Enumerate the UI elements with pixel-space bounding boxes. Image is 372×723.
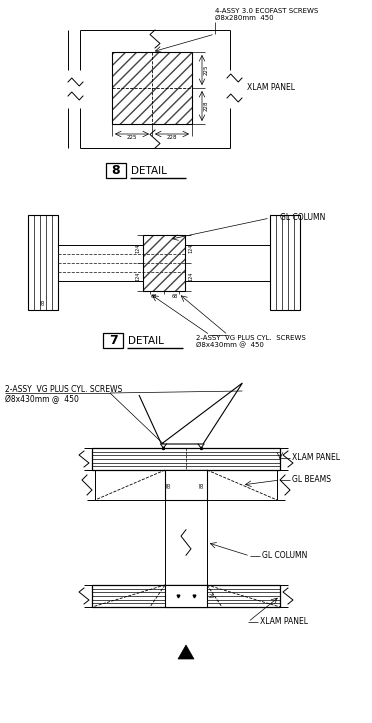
- Bar: [103, 333, 123, 348]
- Text: XLAM PANEL: XLAM PANEL: [292, 453, 340, 463]
- Bar: [165, 585, 207, 607]
- Text: 124: 124: [188, 272, 193, 281]
- Bar: [165, 500, 207, 585]
- Bar: [112, 52, 192, 124]
- Text: GL COLUMN: GL COLUMN: [262, 552, 307, 560]
- Text: XLAM PANEL: XLAM PANEL: [260, 617, 308, 627]
- Bar: [58, 244, 143, 281]
- Text: DETAIL: DETAIL: [131, 166, 167, 176]
- Text: 68: 68: [150, 294, 157, 299]
- Bar: [106, 163, 126, 178]
- Bar: [92, 585, 280, 607]
- Text: GL COLUMN: GL COLUMN: [280, 213, 326, 223]
- Text: DETAIL: DETAIL: [128, 335, 164, 346]
- Text: 228: 228: [167, 135, 177, 140]
- Text: 2-ASSY  VG PLUS CYL. SCREWS
Ø8x430mm @  450: 2-ASSY VG PLUS CYL. SCREWS Ø8x430mm @ 45…: [5, 385, 122, 404]
- Bar: [92, 448, 280, 470]
- Bar: [143, 234, 185, 291]
- Text: 88: 88: [200, 482, 205, 488]
- Text: GL BEAMS: GL BEAMS: [292, 476, 331, 484]
- Text: 88: 88: [41, 299, 45, 305]
- Text: 124: 124: [188, 244, 193, 253]
- Bar: [207, 470, 277, 500]
- Bar: [165, 470, 207, 500]
- Text: 4-ASSY 3.0 ECOFAST SCREWS
Ø8x280mm  450: 4-ASSY 3.0 ECOFAST SCREWS Ø8x280mm 450: [215, 8, 318, 21]
- Bar: [28, 215, 58, 310]
- Text: 7: 7: [109, 334, 118, 347]
- Text: 68: 68: [171, 294, 177, 299]
- Text: 228: 228: [204, 100, 209, 111]
- Polygon shape: [178, 645, 194, 659]
- Text: 8: 8: [112, 164, 120, 177]
- Text: 25: 25: [209, 594, 215, 599]
- Text: 124: 124: [135, 272, 140, 281]
- Text: 88: 88: [167, 482, 172, 488]
- Text: 2-ASSY  VG PLUS CYL.  SCREWS
Ø8x430mm @  450: 2-ASSY VG PLUS CYL. SCREWS Ø8x430mm @ 45…: [196, 335, 306, 348]
- Text: 225: 225: [204, 65, 209, 75]
- Bar: [95, 470, 165, 500]
- Text: XLAM PANEL: XLAM PANEL: [247, 83, 295, 93]
- Bar: [143, 234, 185, 291]
- Text: 124: 124: [135, 244, 140, 253]
- Bar: [112, 52, 192, 124]
- Bar: [185, 244, 270, 281]
- Bar: [270, 215, 300, 310]
- Text: 225: 225: [127, 135, 137, 140]
